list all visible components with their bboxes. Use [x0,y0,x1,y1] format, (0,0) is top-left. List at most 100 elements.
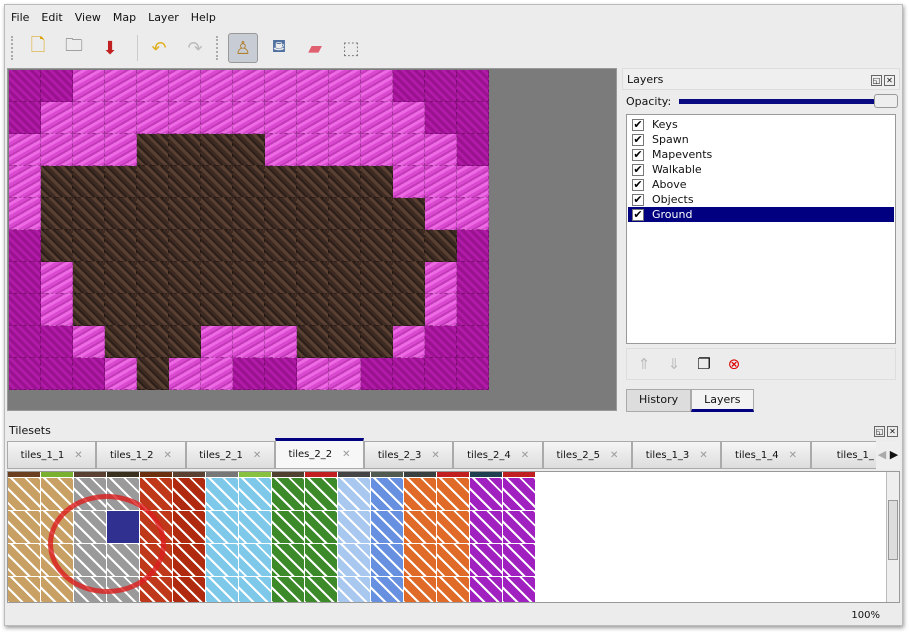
map-tile[interactable] [137,166,169,198]
map-tile[interactable] [425,230,457,262]
map-tile[interactable] [297,70,329,102]
raise-layer-icon[interactable]: ⇑ [637,355,651,373]
eraser-button[interactable]: ▰ [300,33,330,63]
layer-item[interactable]: ✔ Walkable [628,162,894,177]
map-tile[interactable] [169,294,201,326]
map-tile[interactable] [41,166,73,198]
menu-view[interactable]: View [74,10,101,24]
map-tile[interactable] [393,102,425,134]
map-tile[interactable] [457,70,489,102]
map-tile[interactable] [73,294,105,326]
map-tile[interactable] [361,70,393,102]
tileset-tile[interactable] [305,511,338,544]
map-tile[interactable] [73,166,105,198]
map-tile[interactable] [137,70,169,102]
map-tile[interactable] [105,326,137,358]
map-tile[interactable] [9,230,41,262]
save-button[interactable]: ⬇ [95,33,125,63]
tab-history[interactable]: History [626,389,692,412]
tileset-tile[interactable] [8,472,41,478]
vertical-scrollbar[interactable] [886,472,899,602]
map-tile[interactable] [265,326,297,358]
tileset-tile[interactable] [239,577,272,602]
menu-help[interactable]: Help [190,10,216,24]
map-tile[interactable] [265,166,297,198]
tileset-tile[interactable] [437,511,470,544]
map-tile[interactable] [457,166,489,198]
map-tile[interactable] [297,262,329,294]
tileset-tile[interactable] [371,511,404,544]
map-tile[interactable] [329,294,361,326]
map-tile[interactable] [425,294,457,326]
scroll-right-icon[interactable]: ▶ [889,448,899,461]
map-tile[interactable] [457,262,489,294]
tileset-tab[interactable]: tiles_2_4 ✕ [453,441,543,469]
map-tile[interactable] [105,166,137,198]
tileset-tile[interactable] [8,544,41,577]
map-tile[interactable] [233,134,265,166]
map-tile[interactable] [297,134,329,166]
tileset-tile[interactable] [173,544,206,577]
map-tile[interactable] [233,358,265,390]
tileset-tile[interactable] [338,478,371,511]
tileset-tile[interactable] [8,511,41,544]
float-icon[interactable]: ◱ [871,74,882,86]
map-tile[interactable] [9,262,41,294]
tileset-tile[interactable] [404,478,437,511]
scroll-thumb[interactable] [888,500,898,560]
map-tile[interactable] [297,102,329,134]
layer-item[interactable]: ✔ Spawn [628,132,894,147]
tileset-tile[interactable] [272,478,305,511]
toolbar-grip[interactable] [11,36,15,60]
map-tile[interactable] [105,102,137,134]
map-tile[interactable] [201,294,233,326]
map-tile[interactable] [41,294,73,326]
layer-item[interactable]: ✔ Ground [628,207,894,222]
duplicate-layer-icon[interactable]: ❐ [697,355,711,373]
map-tile[interactable] [297,294,329,326]
tab-layers[interactable]: Layers [691,389,754,412]
map-tile[interactable] [73,198,105,230]
layer-item[interactable]: ✔ Mapevents [628,147,894,162]
slider-handle[interactable] [874,93,898,108]
map-tile[interactable] [265,230,297,262]
tileset-tile[interactable] [74,472,107,478]
tileset-tile[interactable] [173,478,206,511]
map-tile[interactable] [265,294,297,326]
tileset-tile[interactable] [404,511,437,544]
map-tile[interactable] [329,326,361,358]
map-tile[interactable] [73,230,105,262]
map-tile[interactable] [425,358,457,390]
map-tile[interactable] [105,294,137,326]
map-tile[interactable] [137,102,169,134]
map-tile[interactable] [361,166,393,198]
map-tile[interactable] [425,134,457,166]
map-tile[interactable] [41,358,73,390]
map-tile[interactable] [265,70,297,102]
map-tile[interactable] [73,262,105,294]
map-tile[interactable] [393,262,425,294]
close-tab-icon[interactable]: ✕ [74,449,83,461]
map-tile[interactable] [361,294,393,326]
map-tile[interactable] [361,326,393,358]
map-tile[interactable] [201,262,233,294]
visibility-checkbox[interactable]: ✔ [632,162,644,176]
tileset-view[interactable] [7,471,900,603]
tileset-tile[interactable] [206,577,239,602]
tileset-tile[interactable] [404,544,437,577]
map-tile[interactable] [137,134,169,166]
lower-layer-icon[interactable]: ⇓ [667,355,681,373]
tileset-tile[interactable] [437,544,470,577]
tileset-tile[interactable] [437,472,470,478]
map-tile[interactable] [41,262,73,294]
visibility-checkbox[interactable]: ✔ [632,207,644,221]
tileset-tile[interactable] [470,511,503,544]
tileset-tile[interactable] [173,472,206,478]
tileset-tile[interactable] [41,472,74,478]
map-tile[interactable] [41,198,73,230]
map-tile[interactable] [9,134,41,166]
tileset-tile[interactable] [173,511,206,544]
tileset-tile[interactable] [470,472,503,478]
map-tile[interactable] [169,102,201,134]
map-tile[interactable] [201,358,233,390]
